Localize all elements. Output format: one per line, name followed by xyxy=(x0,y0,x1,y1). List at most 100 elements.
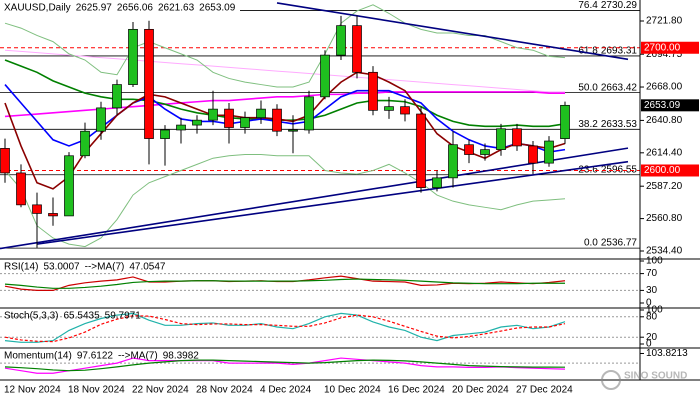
price-box xyxy=(641,99,699,112)
candle-body xyxy=(384,106,394,111)
y-tick-label: 2668.00 xyxy=(646,82,683,93)
fib-price: 2596.55 xyxy=(601,164,638,175)
fib-level: 61.8 xyxy=(578,46,598,57)
candle-body xyxy=(416,113,426,189)
x-tick-label: 22 Nov 2024 xyxy=(132,385,189,396)
candle-body xyxy=(448,144,458,179)
header-low: 2621.63 xyxy=(158,3,195,14)
candle-body xyxy=(192,119,202,126)
candle-body xyxy=(400,106,410,115)
indicator-title: Stoch(5,3,3) xyxy=(4,311,58,322)
x-tick-label: 18 Nov 2024 xyxy=(68,385,125,396)
indicator-title: RSI(14) xyxy=(4,262,38,273)
candle-body xyxy=(160,129,170,139)
price-box-label: 2653.09 xyxy=(644,100,681,111)
y-tick-label: 2560.80 xyxy=(646,213,683,224)
y-tick-label: 2614.40 xyxy=(646,147,683,158)
y-tick-label: 2534.40 xyxy=(646,246,683,257)
indicator-series-name: -->MA(7) xyxy=(85,262,125,273)
x-tick-label: 20 Dec 2024 xyxy=(452,385,509,396)
fib-price: 2693.31 xyxy=(601,46,638,57)
indicator-title: Momentum(14) xyxy=(4,351,72,362)
candle-body xyxy=(224,108,234,128)
candle-body xyxy=(48,213,58,217)
candle-body xyxy=(128,28,138,85)
candle-body xyxy=(480,149,490,155)
price-box xyxy=(641,164,699,177)
x-tick-label: 12 Nov 2024 xyxy=(4,385,61,396)
candle-body xyxy=(432,177,442,189)
indicator-line xyxy=(4,314,566,343)
y-tick-label: 20 xyxy=(646,332,658,343)
indicator-value: 47.0547 xyxy=(129,262,166,273)
candle-body xyxy=(80,130,90,157)
x-tick-label: 4 Dec 2024 xyxy=(260,385,312,396)
candle-body xyxy=(112,84,122,109)
candle-body xyxy=(208,108,218,121)
candle-body xyxy=(304,96,314,131)
x-tick-label: 10 Dec 2024 xyxy=(324,385,381,396)
indicator-series-name: -->MA(7) xyxy=(118,351,158,362)
candle-body xyxy=(528,145,538,164)
watermark-text: SINO SOUND xyxy=(624,371,687,382)
moving-average xyxy=(4,4,566,88)
candle-body xyxy=(96,107,106,132)
y-tick-label: 0 xyxy=(646,298,652,309)
candle-body xyxy=(144,28,154,139)
watermark: SINO SOUND xyxy=(601,370,687,390)
x-tick-label: 16 Dec 2024 xyxy=(388,385,445,396)
watermark-logo xyxy=(601,370,621,390)
candle-body xyxy=(496,128,506,150)
indicator-line xyxy=(4,278,566,289)
candle-body xyxy=(16,172,26,206)
candle-body xyxy=(64,155,74,217)
fib-price: 2663.42 xyxy=(601,82,638,93)
candle-body xyxy=(560,104,570,139)
indicator-line xyxy=(4,357,566,374)
candle-body xyxy=(464,144,474,155)
indicator-value: 53.0007 xyxy=(43,262,80,273)
y-tick-label: 103.8213 xyxy=(646,348,688,359)
candle-body xyxy=(352,25,362,73)
trendline xyxy=(276,2,629,61)
trendline xyxy=(36,160,629,245)
indicator-line xyxy=(4,359,566,372)
y-tick-label: 2694.75 xyxy=(646,49,683,60)
header-high: 2656.06 xyxy=(117,3,154,14)
header-open: 2625.97 xyxy=(76,3,113,14)
moving-average xyxy=(4,49,565,93)
y-tick-label: 100 xyxy=(646,305,663,316)
moving-average xyxy=(4,154,566,248)
y-tick-label: 100 xyxy=(646,256,663,267)
candle-body xyxy=(240,117,250,128)
indicator-value: 59.7971 xyxy=(105,311,142,322)
fib-level: 50.0 xyxy=(578,82,598,93)
fib-level: 38.2 xyxy=(578,119,598,130)
fib-level: 0.0 xyxy=(584,238,598,249)
indicator-value: 98.3982 xyxy=(163,351,200,362)
fib-price: 2633.53 xyxy=(601,119,638,130)
candle-body xyxy=(368,71,378,111)
trendline xyxy=(0,147,629,250)
y-tick-label: 2640.80 xyxy=(646,115,683,126)
price-box-label: 2700.00 xyxy=(644,42,681,53)
header-bg xyxy=(0,2,240,14)
x-tick-label: 28 Nov 2024 xyxy=(196,385,253,396)
chart-title: XAUUSD,Daily xyxy=(4,3,71,14)
candle-body xyxy=(256,108,266,119)
candle-body xyxy=(0,148,10,174)
y-tick-label: 30 xyxy=(646,285,658,296)
y-tick-label: 70 xyxy=(646,268,658,279)
header-close: 2653.09 xyxy=(199,3,236,14)
fib-price: 2730.29 xyxy=(601,0,638,11)
y-tick-label: 0 xyxy=(646,339,652,350)
y-tick-label: 2587.20 xyxy=(646,181,683,192)
candle-body xyxy=(320,54,330,98)
indicator-value: 97.6122 xyxy=(77,351,114,362)
indicator-value: 65.5435 xyxy=(63,311,100,322)
candle-body xyxy=(288,129,298,132)
candle-body xyxy=(512,128,522,147)
candle-body xyxy=(544,140,554,164)
y-tick-label: 2721.80 xyxy=(646,16,683,27)
